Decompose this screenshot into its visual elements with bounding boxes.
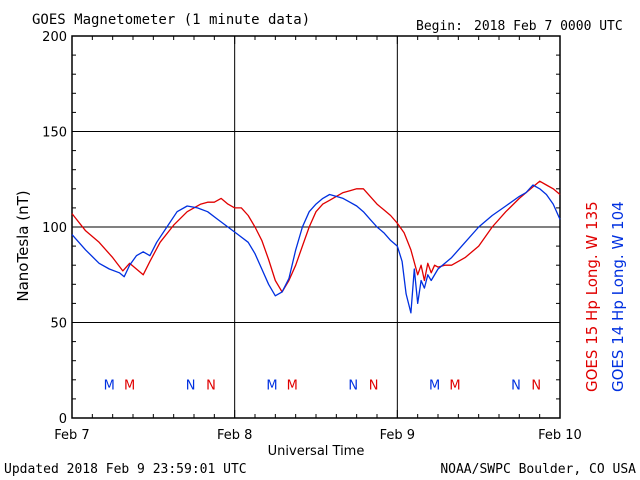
y-tick-label: 50 [50, 317, 67, 332]
x-tick-label: Feb 10 [538, 428, 582, 443]
series-layer [71, 180, 561, 314]
x-tick-labels: Feb 7 Feb 8 Feb 9 Feb 10 [54, 428, 582, 443]
marker-n: N [369, 378, 379, 393]
marker-m: M [449, 378, 460, 393]
marker-n: N [348, 378, 358, 393]
begin-label: Begin: [416, 19, 463, 34]
y-tick-label: 200 [42, 30, 67, 45]
marker-m: M [287, 378, 298, 393]
marker-m: M [104, 378, 115, 393]
y-tick-label: 100 [42, 221, 67, 236]
source-credit: NOAA/SWPC Boulder, CO USA [440, 462, 636, 477]
marker-n: N [206, 378, 216, 393]
series-line-goes15 [71, 180, 561, 293]
y-tick-label: 0 [59, 412, 67, 427]
y-tick-labels: 0 50 100 150 200 [42, 30, 67, 427]
marker-m: M [266, 378, 277, 393]
updated-timestamp: Updated 2018 Feb 9 23:59:01 UTC [4, 462, 247, 477]
marker-n: N [531, 378, 541, 393]
grid-layer [71, 35, 561, 419]
series-line-goes14 [71, 184, 561, 314]
y-axis-label: NanoTesla (nT) [14, 190, 32, 301]
legend-goes15: GOES 15 Hp Long. W 135 [583, 201, 601, 392]
marker-n: N [511, 378, 521, 393]
begin-value: 2018 Feb 7 0000 UTC [474, 19, 623, 34]
x-tick-label: Feb 8 [217, 428, 252, 443]
marker-m: M [124, 378, 135, 393]
x-tick-label: Feb 9 [380, 428, 415, 443]
x-tick-label: Feb 7 [54, 428, 89, 443]
chart-title: GOES Magnetometer (1 minute data) [32, 12, 310, 28]
legend-goes14: GOES 14 Hp Long. W 104 [609, 201, 627, 392]
marker-m: M [429, 378, 440, 393]
x-axis-label: Universal Time [268, 444, 365, 459]
plot-frame [71, 35, 561, 419]
marker-n: N [186, 378, 196, 393]
y-tick-label: 150 [42, 126, 67, 141]
